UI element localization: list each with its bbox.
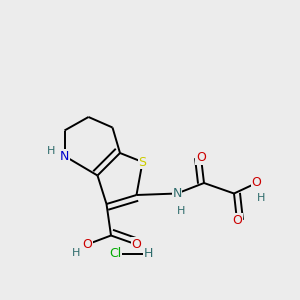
Text: H: H <box>47 146 55 157</box>
Text: S: S <box>139 155 146 169</box>
Text: O: O <box>196 151 206 164</box>
Text: N: N <box>60 149 69 163</box>
Text: O: O <box>232 214 242 227</box>
Text: H: H <box>144 247 153 260</box>
Text: O: O <box>132 238 141 251</box>
Text: N: N <box>172 187 182 200</box>
Text: Cl: Cl <box>110 247 122 260</box>
Text: H: H <box>177 206 186 217</box>
Text: O: O <box>252 176 261 190</box>
Text: O: O <box>82 238 92 251</box>
Text: H: H <box>72 248 81 259</box>
Text: H: H <box>257 193 265 203</box>
